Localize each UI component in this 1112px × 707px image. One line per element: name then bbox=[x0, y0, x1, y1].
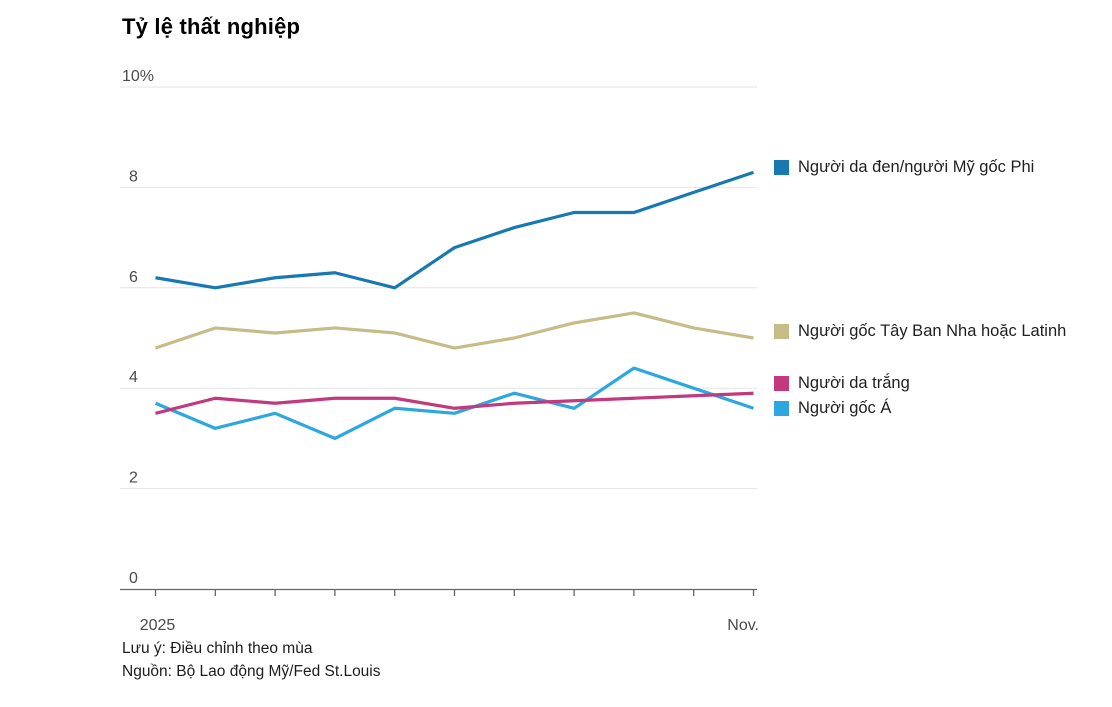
footer: Lưu ý: Điều chỉnh theo mùa Nguồn: Bộ Lao… bbox=[122, 637, 381, 683]
series-line-2 bbox=[155, 391, 754, 415]
y-tick-label: 2 bbox=[129, 470, 138, 487]
chart-title: Tỷ lệ thất nghiệp bbox=[122, 14, 301, 39]
source-note: Nguồn: Bộ Lao động Mỹ/Fed St.Louis bbox=[122, 663, 381, 680]
y-tick-label: 4 bbox=[129, 369, 138, 386]
y-tick-label: 6 bbox=[129, 269, 138, 286]
x-tick-label-first: 2025 bbox=[140, 617, 176, 634]
series-line-0 bbox=[155, 170, 755, 290]
y-tick-label: 10% bbox=[122, 68, 154, 85]
y-tick-label: 0 bbox=[129, 570, 138, 587]
footnote: Lưu ý: Điều chỉnh theo mùa bbox=[122, 640, 313, 657]
y-tick-label: 8 bbox=[129, 168, 138, 185]
series-line-3 bbox=[154, 366, 755, 440]
series-line-1 bbox=[154, 311, 754, 350]
x-tick-label-last: Nov. bbox=[727, 617, 759, 634]
